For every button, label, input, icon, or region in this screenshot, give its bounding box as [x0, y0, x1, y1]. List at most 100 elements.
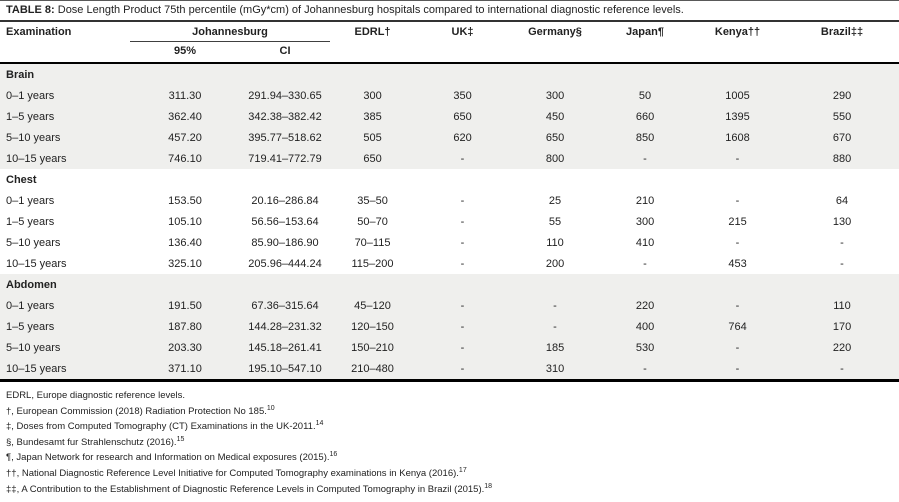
value-cell: 350: [453, 89, 472, 102]
value-cell: 215: [728, 215, 747, 228]
value-cell: 719.41–772.79: [248, 152, 322, 165]
value-cell: 187.80: [168, 320, 202, 333]
value-cell: 56.56–153.64: [251, 215, 319, 228]
col-header-japan: Japan¶: [626, 26, 664, 38]
table-row: 10–15 years 371.10 195.10–547.10 210–480-31…: [0, 358, 899, 382]
value-cell: -: [785, 358, 899, 382]
value-cell: 450: [545, 110, 565, 123]
value-cell: -: [460, 236, 465, 249]
value-cell: -: [840, 236, 844, 249]
value-cell: -: [553, 320, 557, 333]
value-cell: -: [460, 215, 465, 228]
value-cell: 550: [832, 110, 852, 123]
value-cell: 457.20: [168, 131, 202, 144]
value-cell: 670: [832, 131, 852, 144]
value-cell: 1608: [725, 131, 750, 144]
section-header-row: Brain: [0, 62, 899, 85]
value-cell: -: [460, 299, 465, 312]
value-cell: 70–115: [354, 236, 391, 249]
table-row: 0–1 years 191.50 67.36–315.64 45–120 - - 220 - 1…: [0, 295, 899, 316]
value-cell: -: [460, 152, 465, 165]
footnote-line: EDRL, Europe diagnostic reference levels…: [6, 390, 186, 401]
table-row: 10–15 years 325.10 205.96–444.24 115–200 - 20…: [0, 253, 899, 274]
value-cell: 650: [545, 131, 565, 144]
value-cell: 325.10: [168, 257, 202, 270]
value-cell: 136.40: [168, 236, 202, 249]
value-cell: 371.10: [130, 358, 240, 382]
footnote-line: †, European Commission (2018) Radiation …: [6, 404, 275, 417]
value-cell: 410: [635, 236, 655, 249]
value-cell: 1005: [725, 89, 750, 102]
value-cell: 50: [638, 89, 652, 102]
value-cell: -: [840, 257, 844, 270]
examination-cell: 0–1 years: [6, 194, 55, 207]
value-cell: 110: [833, 299, 851, 312]
value-cell: 205.96–444.24: [248, 257, 322, 270]
value-cell: 220: [635, 299, 655, 312]
value-cell: 530: [635, 341, 655, 354]
table-body: Brain 0–1 years 311.30 291.94–330.65 300 350 3…: [0, 62, 899, 382]
value-cell: 300: [545, 89, 565, 102]
section-name: Abdomen: [6, 278, 57, 291]
value-cell: -: [735, 341, 740, 354]
value-cell: -: [415, 358, 511, 382]
value-cell: 395.77–518.62: [248, 131, 322, 144]
value-cell: 55: [548, 215, 562, 228]
examination-cell: 1–5 years: [6, 215, 55, 228]
value-cell: -: [460, 194, 465, 207]
value-cell: 145.18–261.41: [248, 341, 322, 354]
value-cell: 746.10: [168, 152, 202, 165]
footnotes: EDRL, Europe diagnostic reference levels…: [0, 382, 899, 497]
value-cell: 67.36–315.64: [251, 299, 319, 312]
examination-cell: 0–1 years: [6, 89, 55, 102]
value-cell: 300: [635, 215, 655, 228]
drl-table: Examination Johannesburg EDRL† UK‡ Germa…: [0, 22, 899, 382]
value-cell: 300: [363, 89, 382, 102]
value-cell: 115–200: [351, 257, 394, 270]
value-cell: 385: [363, 110, 382, 123]
table-caption-label: TABLE 8:: [6, 4, 55, 16]
value-cell: 110: [546, 236, 564, 249]
value-cell: 25: [548, 194, 562, 207]
table-row: 0–1 years 153.50 20.16–286.84 35–50 - 25 210 - 6…: [0, 190, 899, 211]
value-cell: 144.28–231.32: [248, 320, 322, 333]
value-cell: 45–120: [354, 299, 391, 312]
value-cell: 20.16–286.84: [251, 194, 319, 207]
value-cell: -: [735, 236, 740, 249]
value-cell: 120–150: [351, 320, 394, 333]
value-cell: 50–70: [357, 215, 388, 228]
examination-cell: 5–10 years: [6, 131, 61, 144]
footnote-line: ‡, Doses from Computed Tomography (CT) E…: [6, 420, 324, 433]
examination-cell: 10–15 years: [6, 257, 67, 270]
footnote-line: ¶, Japan Network for research and Inform…: [6, 451, 338, 464]
table-caption: TABLE 8: Dose Length Product 75th percen…: [0, 0, 899, 22]
value-cell: 220: [832, 341, 852, 354]
footnote-reference-superscript: 18: [484, 482, 493, 490]
footnote-reference-superscript: 10: [266, 404, 275, 412]
table-row: 0–1 years 311.30 291.94–330.65 300 350 300 50 1…: [0, 85, 899, 106]
value-cell: 400: [635, 320, 655, 333]
examination-cell: 1–5 years: [6, 320, 55, 333]
value-cell: 291.94–330.65: [248, 89, 322, 102]
value-cell: 210: [635, 194, 655, 207]
value-cell: -: [460, 341, 465, 354]
col-header-edrl: EDRL†: [354, 26, 391, 38]
examination-cell: 0–1 years: [6, 299, 55, 312]
value-cell: 150–210: [351, 341, 394, 354]
value-cell: 170: [832, 320, 852, 333]
value-cell: 1395: [725, 110, 750, 123]
value-cell: -: [460, 257, 465, 270]
value-cell: 505: [363, 131, 382, 144]
col-header-brazil: Brazil‡‡: [820, 26, 864, 38]
value-cell: 800: [545, 152, 565, 165]
value-cell: 362.40: [168, 110, 202, 123]
value-cell: -: [735, 194, 740, 207]
value-cell: 185: [545, 341, 565, 354]
footnote-reference-superscript: 15: [176, 435, 185, 443]
value-cell: -: [600, 358, 691, 382]
col-header-95: 95%: [173, 45, 197, 57]
value-cell: 195.10–547.10: [240, 358, 331, 382]
table-row: 5–10 years 457.20 395.77–518.62 505 620 650 85…: [0, 127, 899, 148]
value-cell: 880: [832, 152, 852, 165]
